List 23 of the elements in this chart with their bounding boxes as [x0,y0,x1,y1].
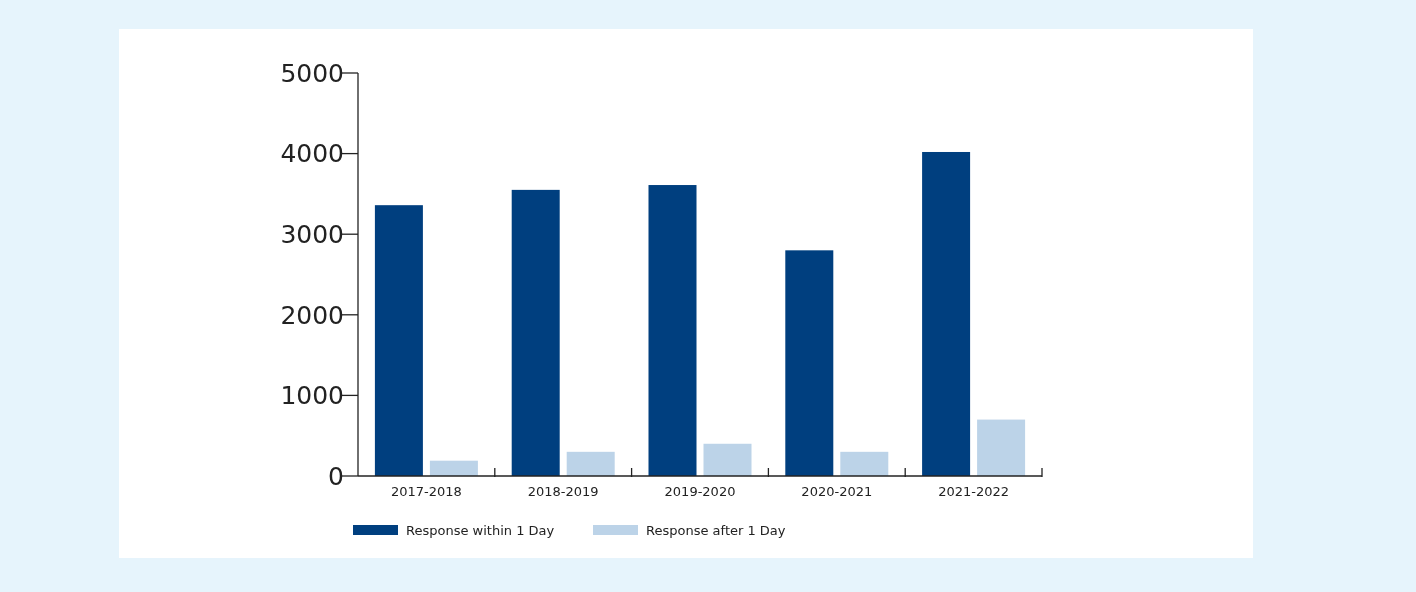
bar [922,151,971,476]
bar [648,185,697,476]
x-tick-label: 2020-2021 [801,484,873,499]
bar [840,451,889,476]
x-tick-label: 2021-2022 [938,484,1010,499]
bar [511,189,560,476]
bar [977,419,1026,476]
legend-label: Response after 1 Day [646,522,786,538]
x-tick-label: 2017-2018 [390,484,462,499]
bar [703,443,752,476]
y-tick-label: 1000 [280,381,344,411]
x-tick-label: 2018-2019 [527,484,599,499]
legend-label: Response within 1 Day [406,522,555,538]
y-tick-label: 3000 [280,219,344,249]
y-tick-label: 0 [328,461,344,491]
bar [374,205,423,476]
y-tick-label: 2000 [280,300,344,330]
bar [566,451,615,476]
bar [785,250,834,476]
x-tick-label: 2019-2020 [664,484,736,499]
y-tick-label: 4000 [280,139,344,169]
y-tick-label: 5000 [280,58,344,88]
bar [429,460,478,476]
